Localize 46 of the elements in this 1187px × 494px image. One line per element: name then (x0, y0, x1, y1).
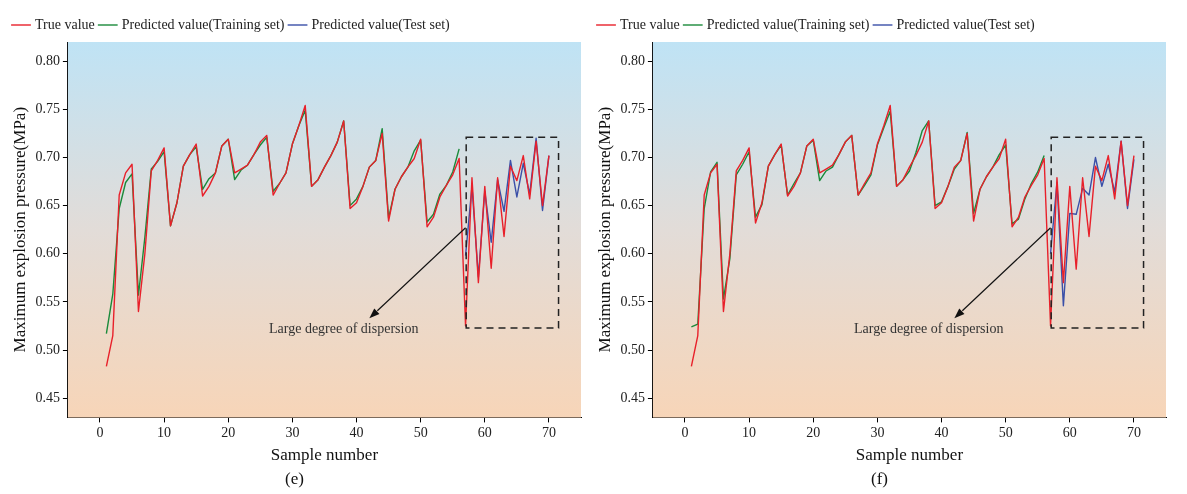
x-tick-label: 10 (157, 425, 172, 441)
y-tick-label: 0.60 (35, 245, 60, 261)
x-tick-label: 60 (477, 425, 492, 441)
x-tick-label: 20 (221, 425, 236, 441)
legend-label: Predicted value(Training set) (706, 16, 870, 33)
y-tick-label: 0.65 (35, 197, 60, 213)
legend-label: True value (35, 16, 95, 32)
legend-label: Predicted value(Test set) (896, 16, 1036, 33)
x-tick-label: 30 (285, 425, 300, 441)
y-tick-label: 0.50 (35, 341, 60, 357)
y-tick-label: 0.45 (620, 389, 645, 405)
y-tick-label: 0.50 (620, 341, 645, 357)
y-tick-label: 0.70 (35, 149, 60, 165)
y-tick-label: 0.75 (620, 101, 645, 117)
x-tick-label: 40 (934, 425, 949, 441)
y-tick-label: 0.75 (35, 101, 60, 117)
x-tick-label: 70 (541, 425, 556, 441)
y-axis-title: Maximum explosion pressure(MPa) (9, 106, 29, 353)
y-tick-label: 0.80 (620, 52, 645, 68)
annotation: Large degree of dispersion (268, 320, 419, 336)
x-tick-label: 0 (681, 425, 689, 441)
y-tick-label: 0.60 (620, 245, 645, 261)
x-tick-label: 50 (998, 425, 1013, 441)
y-tick-label: 0.80 (35, 52, 60, 68)
text: (f) (871, 469, 888, 489)
x-tick-label: 60 (1062, 425, 1077, 441)
text: (e) (285, 469, 304, 489)
x-tick-label: 40 (349, 425, 364, 441)
legend-label: True value (620, 16, 680, 32)
x-tick-label: 70 (1126, 425, 1141, 441)
y-axis-title: Maximum explosion pressure(MPa) (594, 106, 614, 353)
x-axis-title: Sample number (270, 444, 379, 464)
y-tick-label: 0.55 (35, 293, 60, 309)
legend-label: Predicted value(Test set) (311, 16, 451, 33)
annotation: Large degree of dispersion (853, 320, 1004, 336)
y-tick-label: 0.65 (620, 197, 645, 213)
y-tick-label: 0.45 (35, 389, 60, 405)
x-tick-label: 10 (742, 425, 757, 441)
x-tick-label: 0 (96, 425, 104, 441)
x-tick-label: 20 (806, 425, 821, 441)
x-tick-label: 30 (870, 425, 885, 441)
x-axis-title: Sample number (855, 444, 964, 464)
legend-label: Predicted value(Training set) (121, 16, 285, 33)
x-tick-label: 50 (413, 425, 428, 441)
y-tick-label: 0.55 (620, 293, 645, 309)
y-tick-label: 0.70 (620, 149, 645, 165)
